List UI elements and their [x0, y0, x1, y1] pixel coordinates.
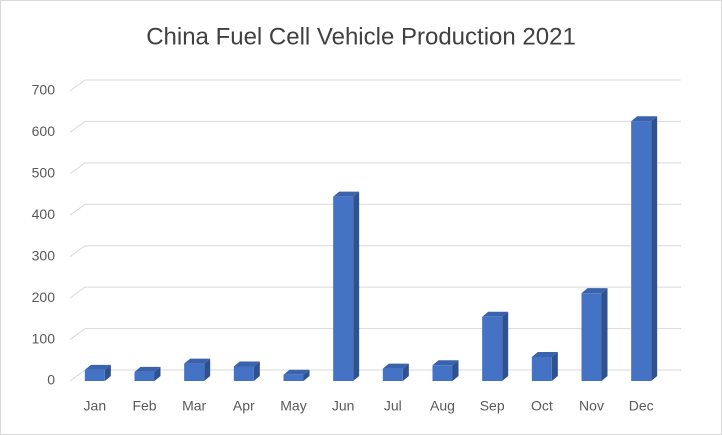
- chart-title: China Fuel Cell Vehicle Production 2021: [146, 23, 576, 50]
- bar-top: [184, 358, 211, 364]
- bar: [482, 316, 503, 381]
- bar-side: [502, 311, 509, 381]
- bar-side: [551, 351, 558, 381]
- bar-side: [402, 363, 409, 381]
- grid-line: [69, 79, 681, 92]
- bar: [184, 363, 205, 381]
- bar-top: [432, 360, 459, 366]
- x-tick-label: May: [280, 398, 306, 414]
- y-tick-label: 700: [32, 82, 56, 98]
- bar-top: [581, 288, 608, 294]
- grid-line: [69, 245, 681, 258]
- y-tick-label: 100: [32, 330, 56, 346]
- bar-side: [104, 364, 111, 381]
- x-tick-label: Dec: [629, 398, 654, 414]
- bar: [134, 371, 155, 381]
- x-tick-label: Nov: [579, 398, 604, 414]
- y-tick-label: 200: [32, 289, 56, 305]
- bar-top: [531, 351, 558, 357]
- bar-top: [134, 366, 161, 372]
- y-tick-label: 0: [47, 372, 55, 388]
- bar-side: [353, 191, 360, 381]
- x-tick-label: Aug: [430, 398, 455, 414]
- bar: [432, 365, 453, 381]
- x-tick-label: Jul: [384, 398, 402, 414]
- bar-side: [154, 366, 161, 381]
- bar-top: [382, 363, 409, 369]
- x-tick-label: Sep: [480, 398, 505, 414]
- bar-side: [253, 361, 260, 381]
- bar: [531, 356, 552, 381]
- x-tick-label: Mar: [182, 398, 206, 414]
- bar-top: [482, 311, 509, 317]
- bar-top: [84, 364, 111, 370]
- x-tick-label: Feb: [132, 398, 156, 414]
- bar-side: [204, 358, 211, 381]
- x-tick-label: Apr: [233, 398, 255, 414]
- x-tick-label: Oct: [531, 398, 553, 414]
- bar-top: [631, 116, 658, 122]
- grid-line: [69, 203, 681, 216]
- bar-top: [233, 361, 260, 367]
- bar: [84, 369, 105, 381]
- bar-top: [283, 369, 310, 375]
- grid-line: [69, 286, 681, 299]
- y-tick-label: 600: [32, 123, 56, 139]
- bar: [333, 196, 354, 381]
- bar-side: [651, 116, 658, 381]
- y-tick-label: 400: [32, 206, 56, 222]
- bar: [631, 121, 652, 381]
- bar-top: [333, 191, 360, 197]
- bar: [233, 366, 254, 381]
- grid-line: [69, 162, 681, 175]
- x-tick-label: Jun: [332, 398, 355, 414]
- x-tick-label: Jan: [84, 398, 107, 414]
- bar-side: [452, 360, 459, 381]
- bar: [581, 293, 602, 381]
- bar: [283, 374, 304, 381]
- y-tick-label: 300: [32, 247, 56, 263]
- y-tick-label: 500: [32, 165, 56, 181]
- bar-side: [601, 288, 608, 381]
- bar-side: [303, 369, 310, 381]
- grid-line: [69, 120, 681, 133]
- bar: [382, 368, 403, 381]
